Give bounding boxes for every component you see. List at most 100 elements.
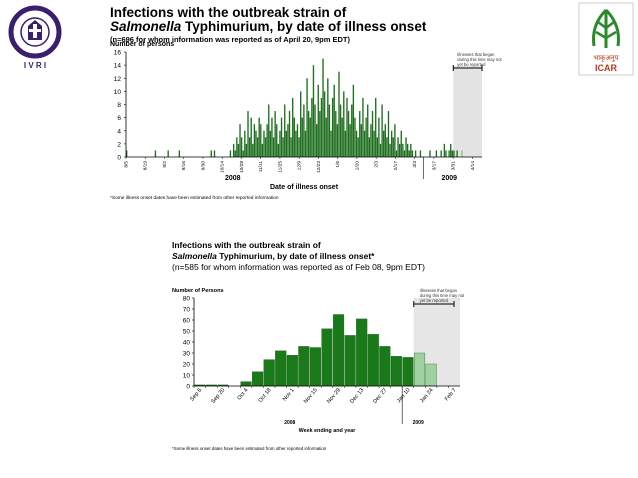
chart1-xtick-label: 3/3 <box>412 161 418 168</box>
chart2-bar <box>333 314 345 387</box>
chart1-bar <box>354 117 356 157</box>
chart1-bar <box>448 150 450 157</box>
chart1-bar <box>347 111 350 157</box>
chart1-bar <box>277 143 280 157</box>
chart2-bar <box>344 335 356 387</box>
chart2-ytick-label: 50 <box>183 329 191 336</box>
chart1-bar <box>307 111 310 157</box>
chart2-shaded-note: Illnesses that began <box>420 288 458 293</box>
chart1-title-line2: Salmonella Typhimurium, by date of illne… <box>110 20 500 34</box>
chart1-bar <box>232 143 235 157</box>
chart1-shaded-note: yet be reported <box>457 62 486 67</box>
chart1-ytick-label: 6 <box>117 115 121 122</box>
chart1-bar <box>253 124 256 157</box>
chart1-bar <box>295 130 297 157</box>
chart1-subtitle: (n=696 for whom information was reported… <box>110 35 350 44</box>
chart1-bar <box>352 84 355 157</box>
chart1-bar <box>240 137 243 157</box>
chart1-ytick-label: 12 <box>114 76 122 83</box>
chart1-xtick-label: 10/28 <box>239 161 245 173</box>
chart1-xtick-label: 12/9 <box>297 161 303 171</box>
chart2-xtick-label: Feb 7 <box>444 387 458 402</box>
chart2-ytick-label: 70 <box>183 307 191 314</box>
chart1-bar <box>397 137 399 157</box>
chart2-xtick-label: Sep 6 <box>189 387 203 402</box>
chart1-bar <box>406 143 409 157</box>
chart1-bar <box>269 130 272 157</box>
chart1-bar <box>248 137 251 157</box>
chart1-bar <box>394 124 396 157</box>
chart1-bar <box>244 130 246 157</box>
chart1-bar <box>451 150 454 157</box>
chart1-bar <box>376 137 378 157</box>
chart1-bar <box>330 130 332 157</box>
chart1-ytick-label: 4 <box>117 128 121 135</box>
chart1-bar <box>245 143 248 157</box>
chart1-bar <box>210 150 212 157</box>
chart1-ytick-label: 0 <box>117 155 121 162</box>
chart1-bar <box>287 124 289 157</box>
chart1-bar <box>383 130 385 157</box>
chart2-bar <box>321 328 333 387</box>
chart2-bar <box>356 318 368 387</box>
chart1-bar <box>408 150 410 157</box>
chart1-bar <box>453 150 455 157</box>
chart1-bar <box>327 78 329 157</box>
chart2-xtick-label: Sep 20 <box>210 387 226 404</box>
chart1-xtick-label: 8/19 <box>143 161 149 171</box>
chart1-bar <box>263 130 265 157</box>
chart1-bar <box>395 150 398 157</box>
chart1-bar <box>378 117 380 157</box>
chart2-ytick-label: 40 <box>183 340 191 347</box>
chart1-bar <box>292 97 294 157</box>
chart1-xtick-label: 9/16 <box>181 161 187 171</box>
chart1-xlabel: Date of illness onset <box>270 184 339 191</box>
chart1-bar <box>414 150 417 157</box>
chart1-xtick-label: 8/5 <box>124 161 130 168</box>
chart2-subtitle: (n=585 for whom information was reported… <box>172 262 425 272</box>
chart1-ytick-label: 14 <box>114 63 122 70</box>
chart1-bar <box>381 104 383 157</box>
chart1-bar <box>213 150 216 157</box>
chart2-xtick-label: Nov 15 <box>303 387 319 404</box>
chart2-bar <box>413 352 426 387</box>
chart1-bar <box>314 104 316 157</box>
chart1-bar <box>250 117 252 157</box>
chart2-bar <box>240 381 252 387</box>
chart1-bar <box>371 111 374 157</box>
chart2-bar <box>309 347 321 387</box>
chart1-bar <box>384 124 386 157</box>
chart1-bar <box>331 97 334 157</box>
chart1-year-label: 2008 <box>225 175 241 182</box>
chart1-bar <box>370 124 372 157</box>
chart1-bar <box>311 97 313 157</box>
chart2-year-label: 2009 <box>413 420 424 426</box>
chart2-xtick-label: Jan 24 <box>419 387 434 404</box>
chart1-bar <box>333 84 335 157</box>
chart1-bar <box>365 117 367 157</box>
chart1-xtick-label: 4/14 <box>470 161 476 171</box>
chart2-shaded-note: yet be reported <box>420 298 449 303</box>
chart1-bar <box>440 150 442 157</box>
chart1-bar <box>375 97 377 157</box>
chart1-bar <box>323 91 326 157</box>
chart1-xtick-label: 12/23 <box>316 161 322 173</box>
chart1-shaded-region <box>453 66 482 157</box>
chart1-bar <box>303 104 305 157</box>
chart1-bar <box>276 124 278 157</box>
chart1-title-rest: Typhimurium, by date of illness onset <box>181 19 427 34</box>
chart2-ytick-label: 0 <box>186 384 190 391</box>
chart1-bar <box>387 111 390 157</box>
chart1-bar <box>317 84 319 157</box>
chart2-bar <box>263 359 275 387</box>
chart1-bar <box>359 111 361 157</box>
chart1-bar <box>357 137 359 157</box>
chart2-xtick-label: Nov 29 <box>326 387 342 404</box>
chart2-xtick-label: Dec 27 <box>372 387 388 404</box>
chart1-bar <box>339 104 342 157</box>
chart1-bar <box>363 130 366 157</box>
chart2-shaded-note: during this time may not <box>420 293 465 298</box>
chart1-bar <box>461 150 463 157</box>
chart1-footnote: *Some illness onset dates have been esti… <box>110 195 279 201</box>
ivri-logo: I V R I <box>6 4 64 76</box>
